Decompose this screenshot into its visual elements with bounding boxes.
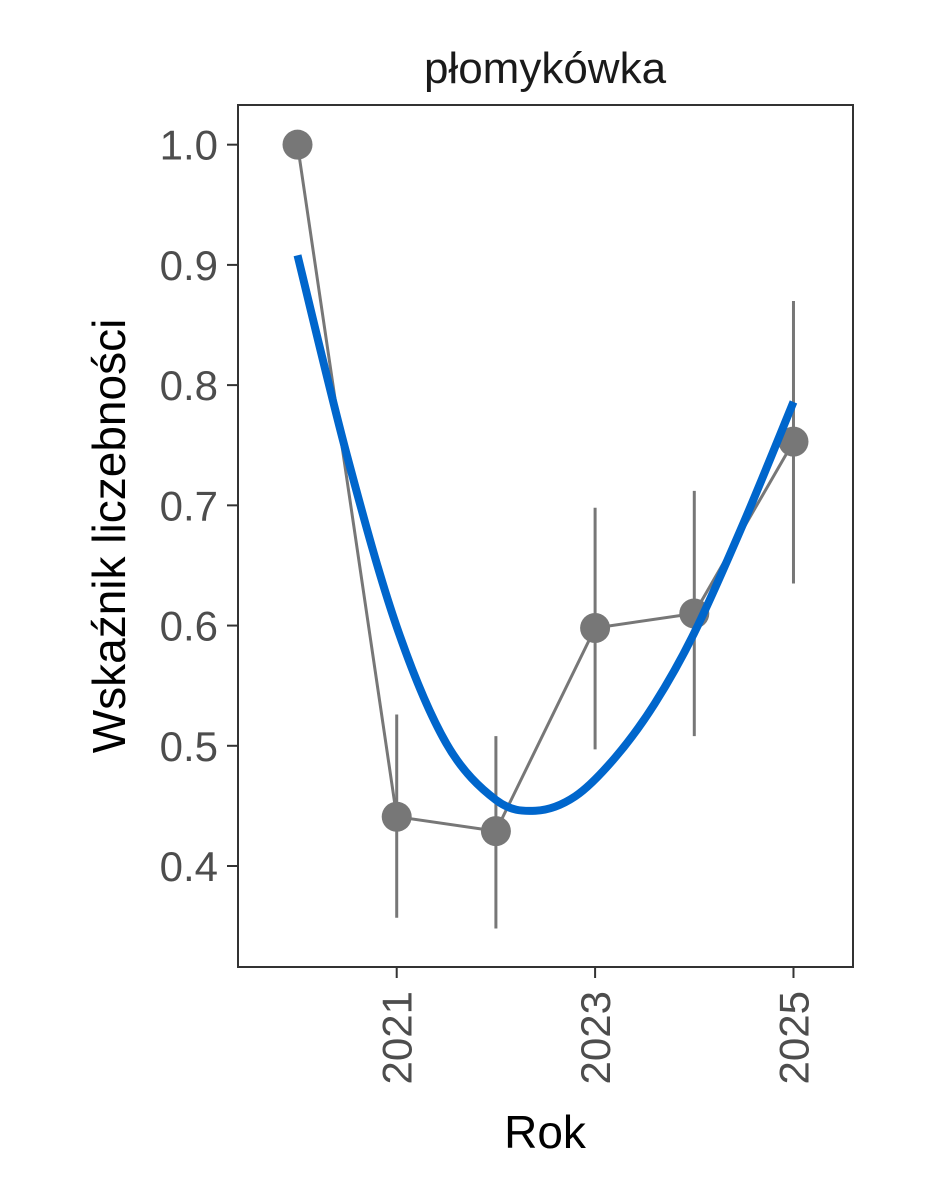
y-tick-label: 1.0 xyxy=(160,122,218,169)
y-tick-label: 0.5 xyxy=(160,723,218,770)
x-tick-label: 2021 xyxy=(374,991,421,1084)
trend-curve xyxy=(293,254,798,815)
data-point xyxy=(282,129,313,160)
x-axis: 2021 2023 2025 xyxy=(374,967,817,1084)
x-tick-label: 2025 xyxy=(770,991,817,1084)
x-tick-label: 2023 xyxy=(572,991,619,1084)
y-tick-label: 0.6 xyxy=(160,603,218,650)
y-tick-label: 0.4 xyxy=(160,843,218,890)
data-point xyxy=(580,612,611,643)
y-axis: 0.4 0.5 0.6 0.7 0.8 0.9 1.0 xyxy=(160,122,238,890)
series-line xyxy=(296,144,795,833)
y-tick-label: 0.7 xyxy=(160,482,218,529)
x-axis-title: Rok xyxy=(504,1106,587,1158)
y-tick-label: 0.9 xyxy=(160,242,218,289)
data-point xyxy=(480,816,511,847)
data-point xyxy=(381,801,412,832)
series-layer xyxy=(282,129,809,929)
chart-title: płomykówka xyxy=(424,44,667,93)
y-tick-label: 0.8 xyxy=(160,362,218,409)
plot-panel xyxy=(237,104,854,968)
y-axis-title: Wskaźnik liczebności xyxy=(83,319,135,754)
data-point xyxy=(778,426,809,457)
